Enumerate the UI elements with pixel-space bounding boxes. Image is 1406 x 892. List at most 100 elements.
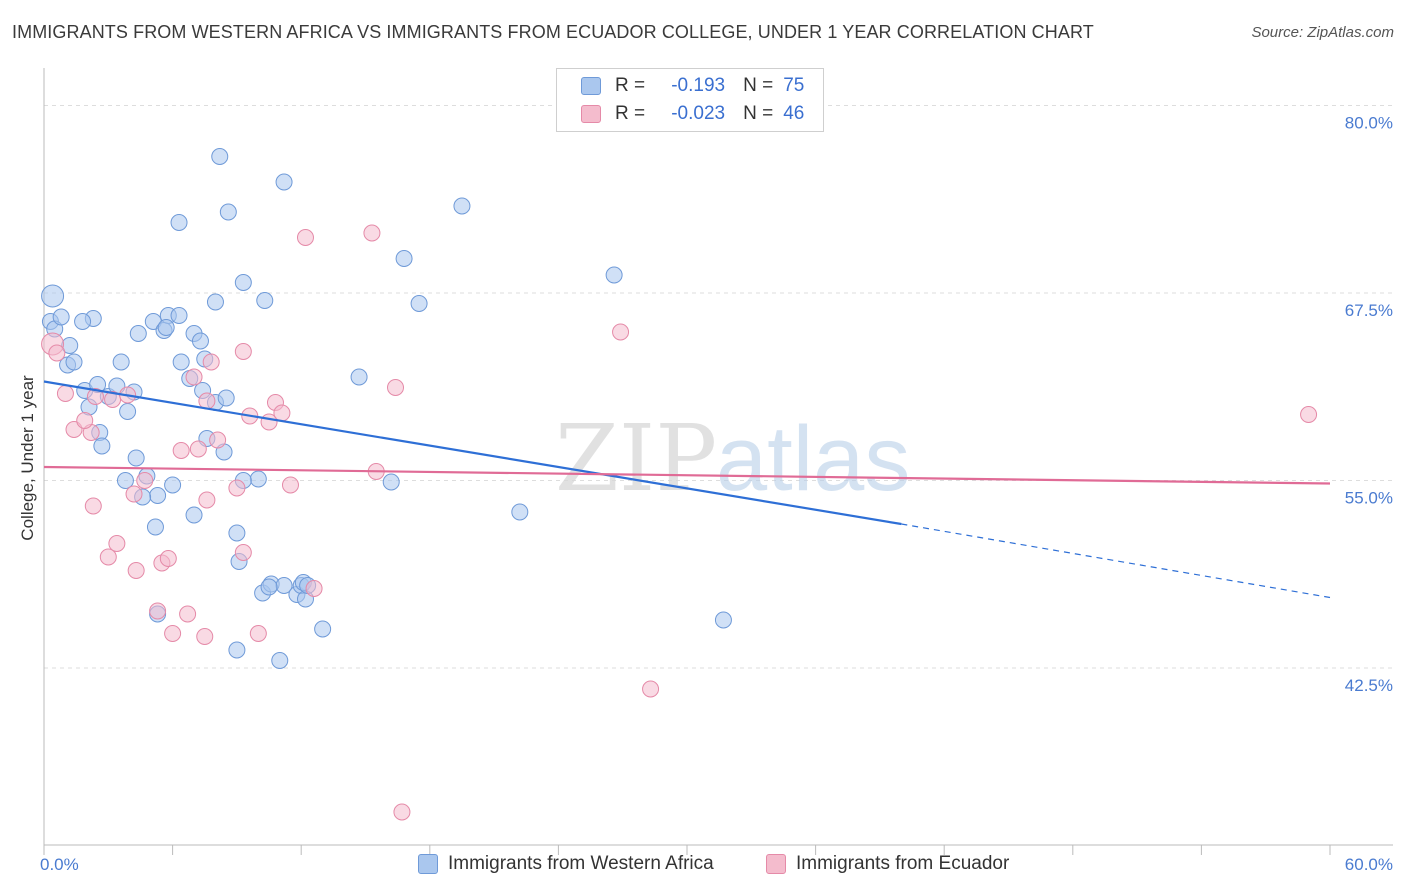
legend-n-value: 46	[783, 103, 805, 124]
bottom-legend-label: Immigrants from Ecuador	[796, 853, 1010, 874]
point-ecuador-23	[189, 440, 207, 458]
point-ecuador-9	[84, 497, 102, 515]
y-tick-label-1: 67.5%	[1345, 301, 1393, 320]
point-western-africa-54	[228, 641, 246, 659]
point-ecuador-40	[387, 379, 405, 396]
gridlines	[44, 105, 1393, 669]
point-western-africa-16	[112, 353, 130, 371]
point-western-africa-8	[74, 313, 92, 330]
point-western-africa-44	[256, 292, 274, 309]
point-ecuador-37	[305, 580, 323, 597]
point-western-africa-73	[260, 578, 278, 596]
point-ecuador-27	[234, 343, 252, 360]
point-ecuador-20	[196, 628, 214, 645]
chart-source: Source: ZipAtlas.com	[1251, 24, 1394, 41]
point-ecuador-5	[76, 412, 94, 429]
point-western-africa-70	[605, 266, 623, 284]
point-western-africa-3	[52, 308, 70, 326]
watermark-zip: ZIP	[555, 405, 717, 512]
legend-r-label: R =	[615, 103, 646, 124]
point-ecuador-2	[56, 385, 74, 402]
point-ecuador-29	[234, 544, 252, 561]
point-western-africa-55	[271, 652, 289, 669]
point-western-africa-49	[249, 470, 267, 488]
point-western-africa-47	[211, 148, 229, 165]
legend-n-label: N =	[743, 75, 774, 96]
legend-n-label: N =	[743, 103, 774, 124]
legend-r-value: -0.193	[671, 75, 726, 96]
point-western-africa-63	[314, 620, 332, 638]
point-ecuador-31	[249, 625, 267, 642]
bottom-legend-label: Immigrants from Western Africa	[448, 853, 714, 874]
legend-r-label: R =	[615, 75, 646, 96]
legend-n-value: 75	[783, 75, 805, 96]
point-ecuador-25	[202, 353, 220, 371]
bottom-legend-ecuador: Immigrants from Ecuador	[766, 852, 1009, 876]
bottom-legend-western-africa: Immigrants from Western Africa	[418, 852, 714, 876]
point-western-africa-41	[185, 506, 203, 524]
point-western-africa-68	[453, 197, 471, 215]
y-tick-label-0: 80.0%	[1345, 114, 1393, 133]
point-western-africa-0	[41, 284, 65, 308]
trendline-western-africa	[43, 380, 902, 526]
watermark-atlas: atlas	[716, 408, 910, 510]
point-ecuador-13	[125, 485, 143, 503]
point-western-africa-42	[206, 293, 224, 311]
point-western-africa-37	[149, 487, 167, 504]
point-western-africa-32	[217, 389, 235, 407]
point-ecuador-36	[296, 229, 314, 246]
point-western-africa-46	[170, 214, 188, 231]
point-western-africa-65	[382, 473, 400, 491]
point-ecuador-34	[273, 404, 291, 422]
legend: R = -0.193 N = 75 R = -0.023 N = 46	[556, 68, 824, 132]
point-western-africa-36	[116, 472, 134, 489]
legend-swatch-blue	[581, 77, 601, 95]
point-western-africa-27	[191, 332, 209, 350]
point-western-africa-40	[146, 518, 164, 536]
point-western-africa-51	[228, 524, 246, 542]
legend-row-ecuador: R = -0.023 N = 46	[581, 102, 804, 126]
point-ecuador-18	[164, 625, 182, 642]
point-western-africa-74	[127, 449, 145, 467]
y-tick-label-2: 55.0%	[1345, 489, 1393, 508]
axes	[43, 68, 1393, 846]
point-ecuador-28	[228, 479, 246, 497]
legend-row-western-africa: R = -0.193 N = 75	[581, 74, 804, 98]
point-ecuador-12	[127, 562, 145, 579]
point-ecuador-17	[159, 550, 177, 567]
trendlines	[43, 380, 1331, 599]
point-ecuador-14	[136, 472, 154, 489]
point-ecuador-6	[86, 388, 104, 405]
point-ecuador-19	[179, 605, 197, 623]
point-western-africa-48	[275, 173, 293, 191]
point-western-africa-43	[234, 274, 252, 291]
trendline-western-africa-extension	[901, 523, 1331, 599]
point-ecuador-21	[172, 442, 190, 459]
legend-swatch-pink	[581, 105, 601, 123]
legend-r-value: -0.023	[671, 103, 726, 124]
point-ecuador-35	[281, 476, 299, 494]
bottom-legend-swatch-pink	[766, 854, 786, 874]
point-ecuador-44	[1300, 406, 1318, 423]
point-western-africa-25	[172, 353, 190, 371]
chart-title: IMMIGRANTS FROM WESTERN AFRICA VS IMMIGR…	[12, 22, 1094, 42]
point-ecuador-22	[185, 368, 203, 386]
y-tick-label-3: 42.5%	[1345, 676, 1393, 695]
point-western-africa-19	[129, 325, 147, 342]
x-tick-label-min: 0.0%	[40, 855, 79, 874]
bottom-legend-swatch-blue	[418, 854, 438, 874]
point-western-africa-45	[219, 203, 237, 221]
y-tick-labels: 80.0% 67.5% 55.0% 42.5%	[1345, 114, 1393, 696]
point-western-africa-6	[65, 353, 83, 371]
point-western-africa-69	[511, 503, 529, 521]
point-western-africa-14	[93, 437, 111, 455]
series-ecuador	[41, 224, 1318, 821]
x-ticks	[43, 845, 1331, 855]
point-western-africa-66	[395, 250, 413, 267]
point-western-africa-38	[164, 476, 182, 494]
point-ecuador-42	[612, 323, 630, 341]
point-western-africa-64	[350, 368, 368, 386]
point-western-africa-23	[170, 307, 188, 324]
point-ecuador-15	[149, 602, 167, 620]
